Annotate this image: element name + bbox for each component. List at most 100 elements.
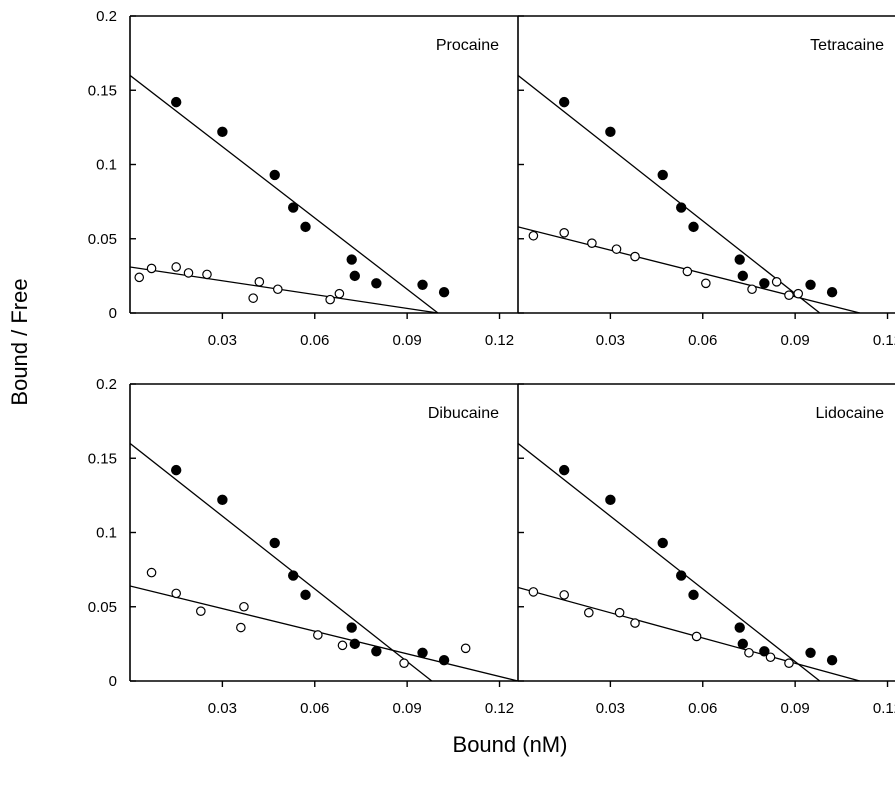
data-point-open bbox=[691, 631, 702, 642]
data-point-open bbox=[784, 658, 794, 668]
data-point-filled bbox=[217, 494, 228, 506]
y-tick-label: 0.1 bbox=[96, 525, 117, 542]
data-point-open bbox=[183, 268, 194, 278]
x-tick-label: 0.03 bbox=[596, 700, 625, 717]
y-tick-label: 0.05 bbox=[88, 231, 117, 248]
y-tick-label: 0 bbox=[109, 305, 117, 322]
data-point-open bbox=[630, 618, 640, 628]
data-point-open bbox=[273, 284, 283, 295]
series-open bbox=[130, 567, 518, 681]
data-point-filled bbox=[826, 287, 838, 298]
x-tick-label: 0.06 bbox=[688, 700, 717, 717]
data-point-filled bbox=[558, 96, 570, 108]
data-point-filled bbox=[826, 655, 838, 666]
panel-title: Procaine bbox=[436, 37, 499, 54]
data-point-open bbox=[559, 228, 569, 238]
x-tick-label: 0.06 bbox=[688, 332, 717, 349]
chart-panel-3: 0 0.05 0.1 0.15 0.2 0.03 0.06 0.09 0.12 Dibucaine bbox=[88, 376, 518, 717]
data-point-open bbox=[236, 622, 246, 633]
x-tick-label: 0.12 bbox=[873, 332, 895, 349]
y-tick-label: 0.05 bbox=[88, 599, 117, 616]
chart-panel-4: 0.03 0.06 0.09 0.12 Lidocaine bbox=[517, 383, 895, 717]
fit-line bbox=[130, 74, 439, 313]
data-point-filled bbox=[269, 537, 280, 549]
series-filled bbox=[518, 74, 838, 313]
x-tick-label: 0.06 bbox=[300, 700, 329, 717]
series-filled bbox=[130, 442, 450, 681]
data-point-filled bbox=[346, 254, 357, 265]
data-point-filled bbox=[349, 270, 360, 282]
x-tick-label: 0.03 bbox=[208, 700, 237, 717]
data-point-filled bbox=[657, 169, 668, 181]
data-point-open bbox=[771, 277, 782, 287]
data-point-open bbox=[146, 263, 157, 274]
fit-line bbox=[518, 442, 821, 681]
data-point-filled bbox=[805, 647, 816, 658]
chart-panel-2: 0.03 0.06 0.09 0.12 Tetracaine bbox=[517, 15, 895, 349]
y-tick-label: 0.15 bbox=[88, 82, 117, 99]
panel-title: Dibucaine bbox=[428, 405, 499, 422]
series-open bbox=[518, 226, 860, 313]
x-tick-label: 0.09 bbox=[781, 332, 810, 349]
data-point-filled bbox=[737, 638, 748, 650]
series-open bbox=[130, 262, 439, 313]
data-point-open bbox=[202, 269, 212, 280]
data-point-filled bbox=[417, 279, 428, 290]
data-point-filled bbox=[300, 589, 311, 601]
data-point-open bbox=[793, 288, 804, 299]
data-point-open bbox=[765, 652, 776, 663]
data-point-open bbox=[325, 294, 335, 305]
data-point-open bbox=[528, 230, 539, 241]
x-tick-label: 0.12 bbox=[873, 700, 895, 717]
data-point-filled bbox=[657, 537, 668, 549]
data-point-filled bbox=[605, 494, 616, 506]
data-point-open bbox=[528, 587, 539, 597]
y-tick-label: 0.2 bbox=[96, 8, 117, 25]
data-point-open bbox=[248, 293, 258, 303]
data-point-filled bbox=[605, 126, 616, 138]
data-point-filled bbox=[688, 589, 699, 601]
data-point-open bbox=[460, 643, 471, 654]
data-point-filled bbox=[371, 278, 382, 289]
data-point-filled bbox=[805, 279, 816, 290]
y-tick-label: 0.15 bbox=[88, 450, 117, 467]
data-point-filled bbox=[170, 464, 182, 476]
y-axis-title: Bound / Free bbox=[7, 278, 32, 405]
data-point-filled bbox=[688, 221, 699, 233]
data-point-open bbox=[587, 238, 597, 249]
x-tick-label: 0.12 bbox=[485, 700, 514, 717]
y-tick-label: 0 bbox=[109, 673, 117, 690]
fit-line bbox=[518, 74, 821, 313]
data-point-filled bbox=[759, 278, 770, 289]
data-point-open bbox=[559, 590, 569, 600]
data-point-filled bbox=[737, 270, 748, 282]
x-tick-label: 0.03 bbox=[596, 332, 625, 349]
fit-line bbox=[130, 585, 518, 681]
data-point-open bbox=[134, 272, 145, 283]
x-tick-label: 0.12 bbox=[485, 332, 514, 349]
data-point-open bbox=[313, 630, 323, 640]
data-point-filled bbox=[676, 202, 687, 213]
fit-line bbox=[130, 266, 439, 313]
data-point-filled bbox=[217, 126, 228, 138]
series-filled bbox=[130, 74, 450, 313]
data-point-open bbox=[399, 658, 409, 668]
data-point-open bbox=[682, 266, 693, 277]
data-point-filled bbox=[417, 647, 428, 658]
fit-line bbox=[130, 442, 433, 681]
x-tick-label: 0.09 bbox=[393, 332, 422, 349]
data-point-open bbox=[146, 567, 157, 578]
panel-title: Lidocaine bbox=[816, 405, 885, 422]
data-point-open bbox=[196, 606, 206, 617]
x-tick-label: 0.03 bbox=[208, 332, 237, 349]
data-point-open bbox=[334, 288, 345, 299]
data-point-filled bbox=[734, 622, 745, 633]
data-point-filled bbox=[371, 646, 382, 657]
data-point-filled bbox=[558, 464, 570, 476]
data-point-filled bbox=[734, 254, 745, 265]
data-point-open bbox=[747, 284, 757, 295]
data-point-open bbox=[701, 278, 711, 289]
data-point-filled bbox=[676, 570, 687, 581]
chart-panels: 0 0.05 0.1 0.15 0.2 0.03 0.06 0.09 0.12 Procaine 0… bbox=[88, 8, 895, 717]
